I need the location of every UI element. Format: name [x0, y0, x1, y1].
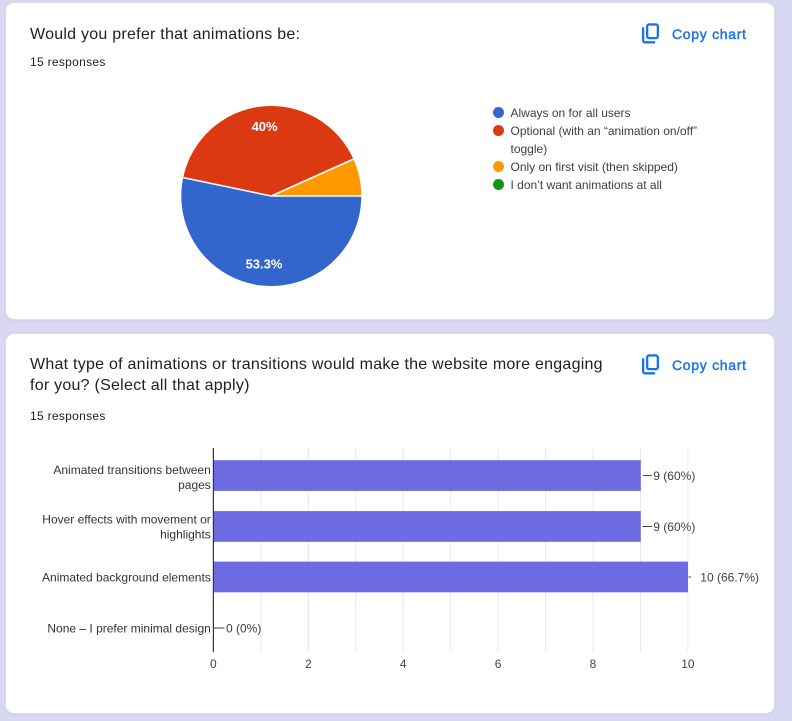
svg-text:10: 10: [681, 657, 695, 671]
svg-text:Animated background elements: Animated background elements: [42, 570, 211, 584]
svg-text:pages: pages: [178, 478, 211, 492]
svg-text:6: 6: [495, 657, 502, 671]
svg-text:53.3%: 53.3%: [246, 257, 283, 272]
svg-text:9 (60%): 9 (60%): [653, 520, 695, 534]
svg-text:9 (60%): 9 (60%): [653, 469, 695, 483]
svg-text:8: 8: [590, 657, 597, 671]
svg-text:0 (0%): 0 (0%): [226, 621, 261, 635]
svg-text:10 (66.7%): 10 (66.7%): [700, 570, 759, 584]
svg-text:0: 0: [210, 657, 217, 671]
svg-text:40%: 40%: [252, 119, 278, 134]
svg-text:Hover effects with movement or: Hover effects with movement or: [42, 512, 211, 526]
svg-text:None – I prefer minimal design: None – I prefer minimal design: [47, 621, 210, 635]
svg-text:highlights: highlights: [160, 527, 211, 541]
svg-text:4: 4: [400, 657, 407, 671]
svg-text:Animated transitions between: Animated transitions between: [53, 463, 210, 477]
svg-text:2: 2: [305, 657, 312, 671]
